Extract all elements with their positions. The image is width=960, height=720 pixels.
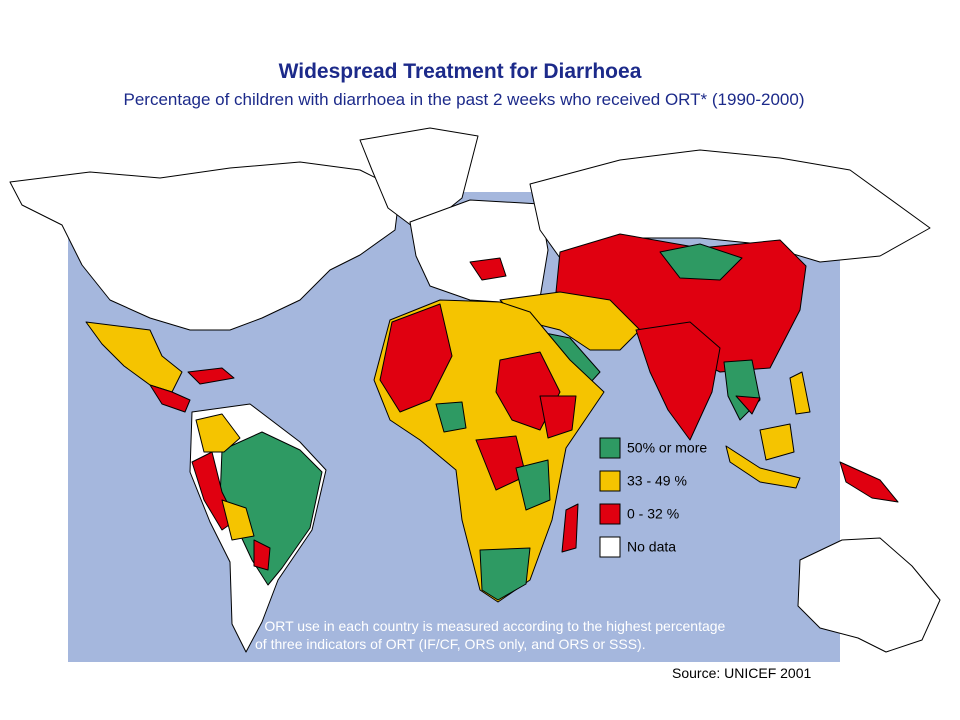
legend-swatch [599,470,621,492]
legend: 50% or more 33 - 49 % 0 - 32 % No data [599,437,707,558]
north-america [9,161,401,331]
legend-label: 33 - 49 % [627,473,687,489]
bolivia [221,499,255,541]
central-america [149,384,191,413]
legend-label: No data [627,539,676,555]
subtitle: Percentage of children with diarrhoea in… [123,90,804,109]
legend-swatch [599,437,621,459]
legend-swatch [599,536,621,558]
madagascar [561,503,579,553]
ethiopia [539,395,577,439]
philippines [789,371,811,415]
legend-label: 50% or more [627,440,707,456]
footnote-line: of three indicators of ORT (IF/CF, ORS o… [255,636,646,652]
legend-label: 0 - 32 % [627,506,679,522]
papua-new-guinea [839,461,899,503]
title: Widespread Treatment for Diarrhoea [279,60,642,83]
east-africa [515,459,551,511]
footnote-line: * ORT use in each country is measured ac… [255,618,726,634]
india [635,321,721,441]
borneo [759,423,795,461]
caribbean [187,367,235,385]
paraguay [253,539,271,571]
legend-swatch [599,503,621,525]
southern-africa [479,547,531,601]
indonesia [725,445,801,489]
australia [797,537,941,653]
west-africa [379,303,453,413]
nigeria [435,401,467,433]
colombia [195,413,241,453]
source: Source: UNICEF 2001 [672,665,811,681]
balkans [469,257,507,281]
europe [409,199,549,303]
world-map [9,127,941,653]
cambodia [735,395,761,415]
mongolia [659,243,743,281]
